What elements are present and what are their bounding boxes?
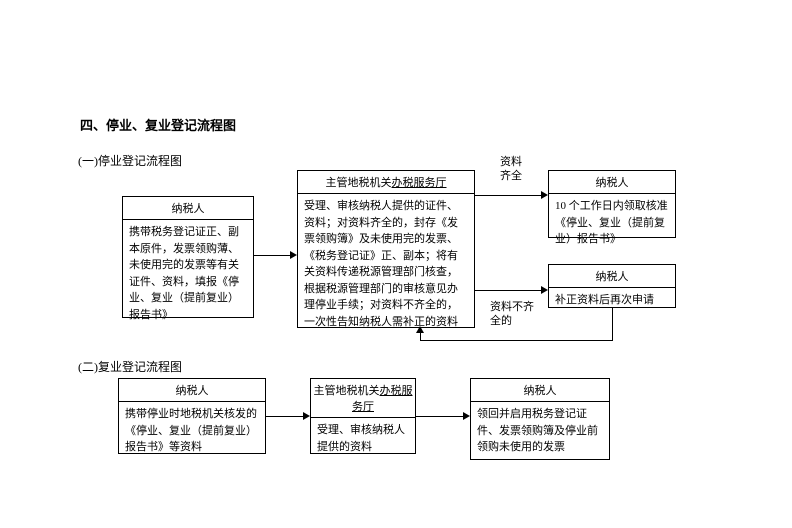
section1-heading: (一)停业登记流程图	[78, 152, 182, 169]
s1-label-complete: 资料 齐全	[500, 155, 522, 184]
s1-arrow-4back-h	[420, 340, 613, 341]
s1-arrow-1to2	[254, 255, 290, 256]
s1-taxpayer1-box: 纳税人 携带税务登记证正、副本原件，发票领购薄、未使用完的发票等有关证件、资料，…	[122, 196, 254, 318]
s1-arrow-2to3-head	[541, 191, 548, 199]
s1-arrow-4back-v1	[612, 308, 613, 340]
s1-authority-header: 主管地税机关办税服务厅	[298, 171, 474, 194]
s1-arrow-1to2-head	[290, 251, 297, 259]
s1-taxpayer3-box: 纳税人 补正资料后再次申请	[548, 264, 676, 308]
s1-arrow-4back-head	[416, 326, 424, 333]
s1-label-incomplete: 资料不齐 全的	[490, 300, 534, 329]
s1-taxpayer2-header: 纳税人	[549, 171, 675, 194]
s1-authority-header-underline: 办税服务厅	[392, 177, 447, 189]
s1-arrow-4back-v2	[420, 332, 421, 340]
s2-taxpayer2-box: 纳税人 领回并启用税务登记证件、发票领购簿及停业前领购未使用的发票	[470, 378, 610, 460]
s1-arrow-2to4-head	[541, 286, 548, 294]
s1-arrow-2to3-h	[475, 195, 541, 196]
s2-arrow-2to3	[416, 416, 463, 417]
s1-authority-box: 主管地税机关办税服务厅 受理、审核纳税人提供的证件、资料；对资料齐全的，封存《发…	[297, 170, 475, 328]
s1-taxpayer3-header: 纳税人	[549, 265, 675, 288]
s2-taxpayer1-box: 纳税人 携带停业时地税机关核发的《停业、复业（提前复业）报告书》等资料	[118, 378, 266, 454]
s1-authority-body: 受理、审核纳税人提供的证件、资料；对资料齐全的，封存《发票领购簿》及未使用完的发…	[298, 194, 474, 328]
s1-taxpayer2-box: 纳税人 10 个工作日内领取核准《停业、复业（提前复业）报告书》	[548, 170, 676, 238]
s1-taxpayer1-header: 纳税人	[123, 197, 253, 220]
s1-taxpayer1-body: 携带税务登记证正、副本原件，发票领购薄、未使用完的发票等有关证件、资料，填报《停…	[123, 220, 253, 327]
s2-authority-body: 受理、审核纳税人提供的资料	[311, 418, 415, 459]
s2-taxpayer1-header: 纳税人	[119, 379, 265, 402]
s2-taxpayer2-header: 纳税人	[471, 379, 609, 402]
s1-arrow-2to4-h	[475, 290, 541, 291]
page-title: 四、停业、复业登记流程图	[80, 115, 236, 134]
s2-taxpayer2-body: 领回并启用税务登记证件、发票领购簿及停业前领购未使用的发票	[471, 402, 609, 460]
s1-authority-header-prefix: 主管地税机关	[326, 177, 392, 189]
section2-heading: (二)复业登记流程图	[78, 358, 182, 375]
s2-authority-box: 主管地税机关办税服务厅 受理、审核纳税人提供的资料	[310, 378, 416, 454]
s2-authority-header-prefix: 主管地税机关	[314, 385, 380, 397]
s2-authority-header: 主管地税机关办税服务厅	[311, 379, 415, 418]
s2-taxpayer1-body: 携带停业时地税机关核发的《停业、复业（提前复业）报告书》等资料	[119, 402, 265, 460]
s2-arrow-1to2	[266, 416, 303, 417]
s1-taxpayer2-body: 10 个工作日内领取核准《停业、复业（提前复业）报告书》	[549, 194, 675, 252]
s2-arrow-2to3-head	[463, 412, 470, 420]
s2-arrow-1to2-head	[303, 412, 310, 420]
